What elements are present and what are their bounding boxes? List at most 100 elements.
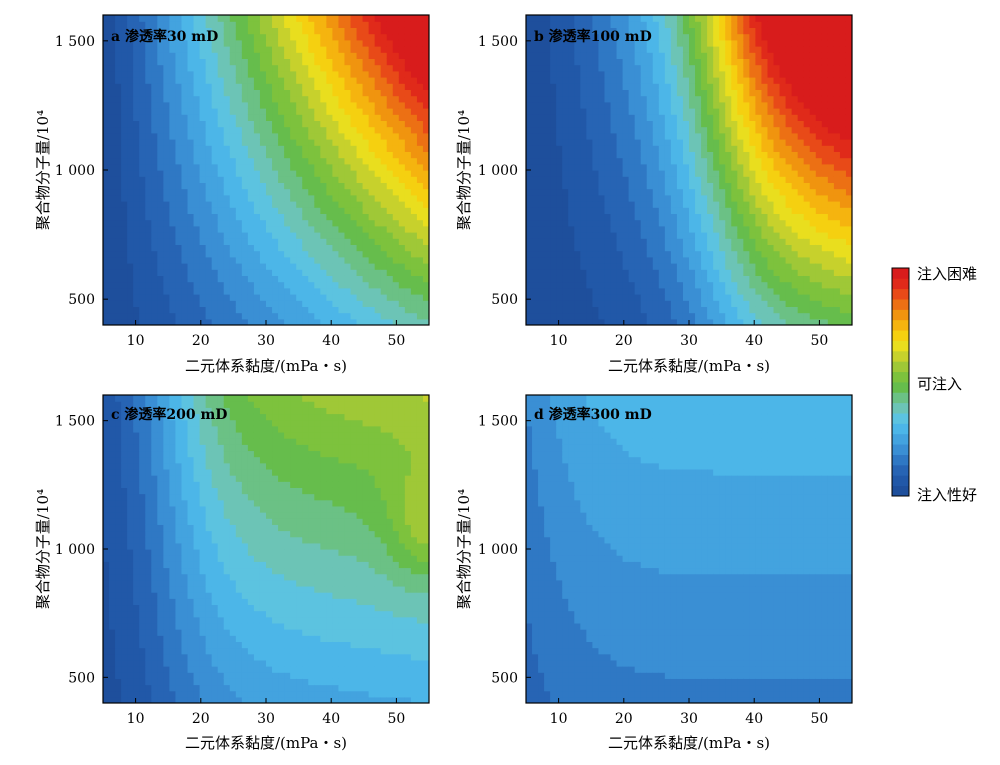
- contour-cell: [223, 182, 231, 190]
- contour-cell: [193, 194, 201, 202]
- contour-cell: [332, 250, 340, 258]
- contour-cell: [634, 95, 642, 103]
- contour-cell: [713, 170, 720, 177]
- contour-cell: [266, 83, 273, 90]
- contour-cell: [362, 46, 370, 53]
- contour-cell: [755, 64, 763, 72]
- contour-cell: [713, 114, 720, 121]
- contour-cell: [229, 238, 237, 245]
- contour-cell: [743, 27, 750, 35]
- contour-cell: [646, 312, 654, 320]
- contour-cell: [320, 207, 327, 214]
- contour-cell: [266, 219, 273, 227]
- contour-cell: [392, 83, 400, 90]
- contour-cell: [169, 151, 177, 159]
- contour-cell: [779, 70, 787, 78]
- contour-cell: [682, 194, 690, 202]
- contour-cell: [368, 70, 376, 78]
- contour-cell: [731, 157, 738, 165]
- contour-cell: [356, 145, 364, 152]
- contour-cell: [380, 77, 388, 84]
- contour-cell: [278, 120, 285, 128]
- contour-cell: [767, 201, 775, 208]
- contour-cell: [205, 46, 213, 53]
- contour-cell: [266, 39, 273, 47]
- contour-cell: [725, 256, 732, 264]
- contour-cell: [538, 101, 545, 109]
- contour-cell: [205, 244, 213, 252]
- contour-cell: [139, 232, 146, 239]
- contour-cell: [362, 120, 370, 128]
- contour-cell: [241, 101, 249, 109]
- contour-cell: [314, 126, 321, 134]
- contour-cell: [707, 108, 714, 115]
- contour-cell: [127, 46, 134, 53]
- contour-cell: [719, 306, 726, 314]
- contour-cell: [767, 95, 775, 103]
- contour-cell: [272, 114, 279, 121]
- contour-cell: [127, 163, 134, 171]
- contour-cell: [247, 238, 255, 245]
- contour-cell: [386, 318, 394, 325]
- contour-cell: [374, 108, 382, 115]
- contour-cell: [755, 139, 763, 146]
- contour-cell: [616, 89, 624, 97]
- contour-cell: [538, 151, 545, 159]
- contour-cell: [598, 132, 606, 140]
- contour-cell: [199, 139, 207, 146]
- contour-cell: [598, 70, 606, 78]
- contour-cell: [115, 213, 122, 221]
- contour-cell: [592, 157, 600, 165]
- contour-cell: [658, 176, 666, 183]
- contour-cell: [157, 95, 164, 103]
- contour-cell: [229, 294, 237, 301]
- contour-cell: [266, 281, 273, 289]
- contour-cell: [749, 250, 757, 258]
- contour-cell: [296, 52, 303, 59]
- contour-cell: [550, 139, 557, 146]
- contour-cell: [199, 269, 207, 276]
- contour-cell: [211, 108, 219, 115]
- contour-cell: [556, 300, 563, 307]
- contour-cell: [332, 120, 340, 128]
- contour-cell: [707, 39, 714, 47]
- contour-cell: [151, 300, 158, 307]
- contour-cell: [115, 46, 122, 53]
- contour-cell: [682, 176, 690, 183]
- contour-cell: [115, 114, 122, 121]
- contour-cell: [664, 287, 672, 295]
- contour-cell: [532, 225, 539, 233]
- contour-cell: [422, 15, 429, 22]
- contour-cell: [562, 46, 569, 53]
- contour-cell: [743, 95, 750, 103]
- contour-cell: [350, 70, 358, 78]
- contour-cell: [580, 139, 587, 146]
- contour-cell: [622, 39, 630, 47]
- contour-cell: [266, 256, 273, 264]
- contour-cell: [235, 70, 243, 78]
- contour-cell: [253, 219, 261, 227]
- contour-cell: [646, 238, 654, 245]
- contour-cell: [779, 287, 787, 295]
- contour-cell: [127, 312, 134, 320]
- contour-cell: [272, 312, 279, 320]
- contour-cell: [556, 312, 563, 320]
- contour-cell: [538, 114, 545, 121]
- contour-cell: [544, 213, 551, 221]
- contour-cell: [404, 27, 412, 35]
- contour-cell: [386, 244, 394, 252]
- contour-cell: [634, 15, 642, 22]
- contour-cell: [695, 132, 702, 140]
- contour-cell: [592, 256, 600, 264]
- contour-cell: [670, 70, 678, 78]
- x-tick-label: 40: [322, 333, 340, 349]
- contour-cell: [652, 188, 660, 196]
- contour-cell: [634, 318, 642, 325]
- contour-cell: [272, 182, 279, 190]
- contour-cell: [604, 312, 612, 320]
- contour-cell: [199, 213, 207, 221]
- contour-cell: [223, 287, 231, 295]
- contour-cell: [308, 77, 315, 84]
- contour-cell: [797, 238, 805, 245]
- contour-cell: [127, 108, 134, 115]
